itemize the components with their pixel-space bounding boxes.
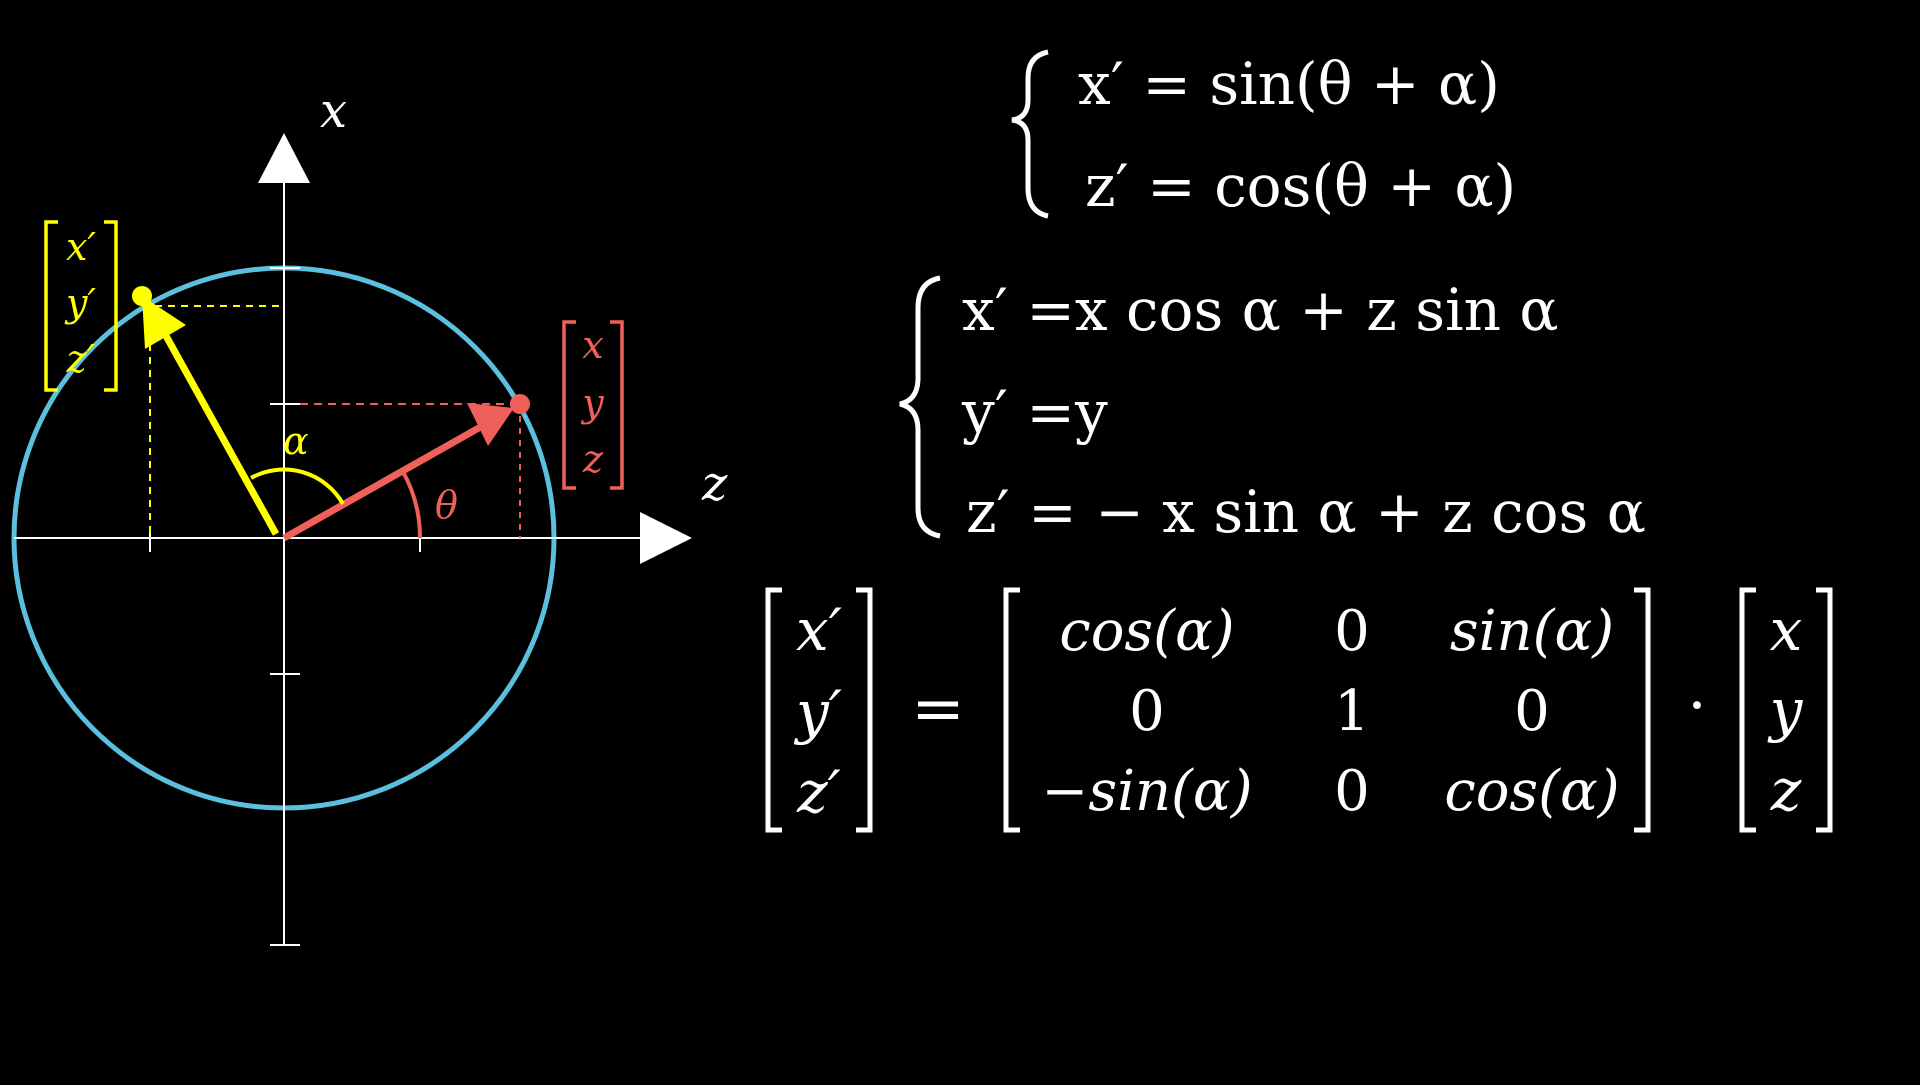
matrix-cell-r1c3: sin(α) — [1450, 599, 1614, 664]
original-vector-arrowhead — [467, 403, 514, 446]
matrix-cell-r2c3: 0 — [1514, 679, 1550, 744]
matrix-cell-r2c1: 0 — [1129, 679, 1165, 744]
original-column-left-bracket — [562, 320, 576, 490]
matrix-left-bracket — [1003, 587, 1020, 833]
rotated-column-right-bracket — [104, 220, 118, 392]
lhs-entry-3: z′ — [796, 758, 841, 826]
rotated-vector: α — [132, 286, 345, 538]
lhs-entry-1: x′ — [796, 596, 842, 664]
lhs-right-bracket — [856, 587, 873, 833]
alpha-label: α — [283, 419, 309, 463]
rotated-vector-shaft — [156, 323, 280, 536]
theta-arc — [400, 469, 423, 539]
rotated-component-y: y′ — [64, 281, 96, 325]
matrix-cell-r3c1: −sin(α) — [1041, 759, 1252, 824]
rotated-vector-column: x′ y′ z′ — [44, 220, 118, 392]
original-column-right-bracket — [610, 320, 624, 490]
rhs-left-bracket — [1739, 587, 1756, 833]
matrix-right-bracket — [1634, 587, 1651, 833]
equation-system-2: x′ =x cos α + z sin α y′ =y z′ = − x sin… — [899, 275, 1646, 546]
rhs-entry-3: z — [1770, 756, 1802, 824]
matrix-cell-r3c3: cos(α) — [1444, 759, 1619, 824]
z-axis-arrowhead — [640, 512, 692, 564]
x-axis-arrowhead — [258, 133, 310, 183]
lhs-entry-2: y′ — [793, 678, 842, 746]
matrix-cell-r2c2: 1 — [1334, 679, 1370, 744]
rhs-right-bracket — [1816, 587, 1833, 833]
equation-1-line-2: z′ = cos(θ + α) — [1085, 152, 1516, 220]
matrix-equation: x′ y′ z′ = cos(α) 0 sin(α) 0 1 0 −sin(α)… — [765, 587, 1833, 833]
matrix-equals-sign: = — [911, 672, 965, 746]
equation-1-line-1: x′ = sin(θ + α) — [1078, 50, 1500, 118]
x-axis-label: x — [320, 83, 347, 139]
original-vector-shaft — [282, 421, 486, 542]
theta-label: θ — [435, 483, 458, 527]
original-vector-endpoint — [510, 394, 530, 414]
original-vector: θ — [282, 394, 530, 542]
matrix-cell-r1c1: cos(α) — [1059, 599, 1234, 664]
original-component-x: x — [582, 323, 603, 367]
equation-2-line-1: x′ =x cos α + z sin α — [962, 276, 1559, 344]
z-axis-label: z — [701, 456, 728, 512]
matrix-cell-r3c2: 0 — [1334, 759, 1370, 824]
coordinate-diagram: x z θ α x′ y′ z′ — [11, 83, 728, 946]
rhs-entry-2: y — [1767, 676, 1804, 744]
equation-2-line-3: z′ = − x sin α + z cos α — [966, 478, 1646, 546]
lhs-left-bracket — [765, 587, 782, 833]
original-component-z: z — [582, 437, 604, 481]
equation-2-brace — [899, 275, 941, 539]
rotated-component-z: z′ — [66, 337, 96, 381]
rotated-vector-arrowhead — [142, 296, 186, 349]
rhs-entry-1: x — [1770, 596, 1803, 664]
rotated-component-x: x′ — [66, 225, 96, 269]
equation-1-brace — [1011, 49, 1049, 219]
matrix-cell-r1c2: 0 — [1334, 599, 1370, 664]
equations: x′ = sin(θ + α) z′ = cos(θ + α) x′ =x co… — [765, 49, 1833, 833]
matrix-dot-operator: · — [1687, 671, 1706, 741]
original-component-y: y — [580, 381, 604, 425]
rotated-column-left-bracket — [44, 220, 58, 392]
rotated-vector-endpoint — [132, 286, 152, 306]
equation-system-1: x′ = sin(θ + α) z′ = cos(θ + α) — [1011, 49, 1516, 220]
alpha-arc — [250, 467, 345, 505]
original-vector-column: x y z — [562, 320, 624, 490]
equation-2-line-2: y′ =y — [961, 378, 1108, 446]
